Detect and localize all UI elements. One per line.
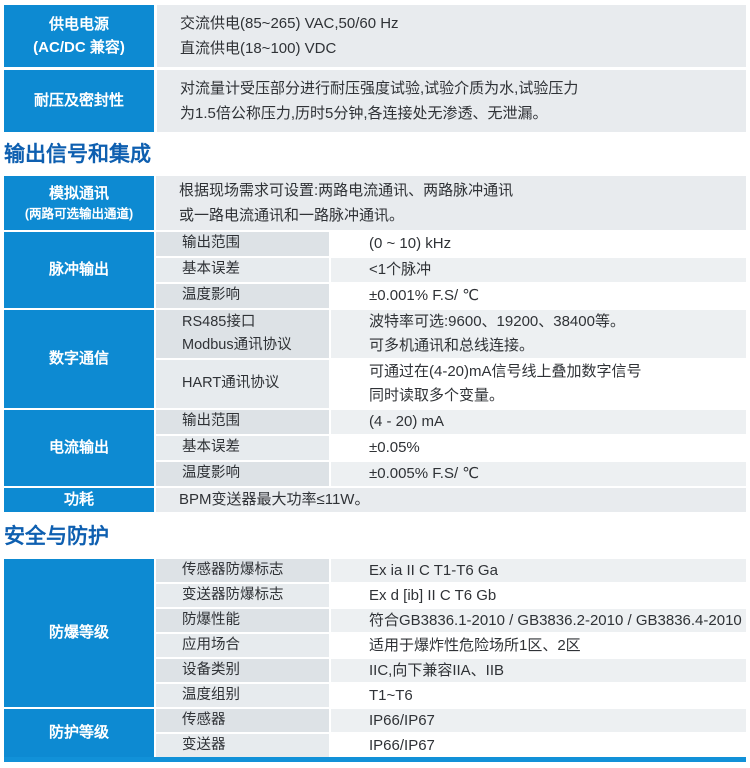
row-header-current-output: 电流输出 [4, 410, 154, 486]
param-label: 输出范围 [156, 232, 329, 256]
param-label: 基本误差 [156, 258, 329, 282]
param-value: ±0.001% F.S/ ℃ [331, 284, 746, 308]
row-header-line: 耐压及密封性 [33, 92, 124, 110]
spec-text-line: 根据现场需求可设置:两路电流通讯、两路脉冲通讯 [179, 181, 514, 199]
pressure-sealing-value: 对流量计受压部分进行耐压强度试验,试验介质为水,试验压力 为1.5倍公称压力,历… [157, 70, 746, 132]
row-header-line: (AC/DC 兼容) [33, 39, 125, 56]
row-header-pulse-output: 脉冲输出 [4, 232, 154, 308]
param-label: 温度影响 [156, 462, 329, 486]
param-value: ±0.05% [331, 436, 746, 460]
spec-text-line: 同时读取多个变量。 [369, 387, 505, 404]
param-value: 可通过在(4-20)mA信号线上叠加数字信号 同时读取多个变量。 [331, 360, 746, 408]
param-label-line: Modbus通讯协议 [182, 337, 292, 353]
param-value: (0 ~ 10) kHz [331, 232, 746, 256]
param-value: (4 - 20) mA [331, 410, 746, 434]
safety-protection-table: 防爆等级 传感器防爆标志 Ex ia II C T1-T6 Ga 变送器防爆标志… [4, 559, 746, 757]
row-header-line: 功耗 [63, 491, 94, 509]
param-label: RS485接口 Modbus通讯协议 [156, 310, 329, 358]
section-title-safety-protection: 安全与防护 [4, 525, 109, 548]
param-label-line: RS485接口 [182, 313, 256, 330]
spec-text-line: 交流供电(85~265) VAC,50/60 Hz [180, 14, 399, 32]
param-label: 基本误差 [156, 436, 329, 460]
analog-comm-value: 根据现场需求可设置:两路电流通讯、两路脉冲通讯 或一路电流通讯和一路脉冲通讯。 [156, 176, 746, 230]
output-signals-table: 模拟通讯 (两路可选输出通道) 根据现场需求可设置:两路电流通讯、两路脉冲通讯 … [4, 176, 746, 512]
row-header-line: 防爆等级 [48, 624, 109, 642]
spec-text-line: BPM变送器最大功率≤11W。 [179, 491, 370, 509]
param-label: 传感器防爆标志 [156, 559, 329, 582]
param-label: 变送器防爆标志 [156, 584, 329, 607]
row-header-analog-comm: 模拟通讯 (两路可选输出通道) [4, 176, 154, 230]
param-value: 符合GB3836.1-2010 / GB3836.2-2010 / GB3836… [331, 609, 746, 632]
row-header-subline: (两路可选输出通道) [24, 206, 134, 221]
param-value: IP66/IP67 [331, 709, 746, 732]
param-value: 适用于爆炸性危险场所1区、2区 [331, 634, 746, 657]
row-header-line: 数字通信 [48, 350, 109, 368]
param-value: 波特率可选:9600、19200、38400等。 可多机通讯和总线连接。 [331, 310, 746, 358]
row-header-line: 模拟通讯 [48, 184, 109, 202]
param-label: 输出范围 [156, 410, 329, 434]
row-header-pressure-sealing: 耐压及密封性 [4, 70, 154, 132]
param-value: ±0.005% F.S/ ℃ [331, 462, 746, 486]
spec-text-line: 可通过在(4-20)mA信号线上叠加数字信号 [369, 363, 642, 380]
row-header-digital-comm: 数字通信 [4, 310, 154, 408]
param-label: 设备类别 [156, 659, 329, 682]
param-value: IIC,向下兼容IIA、IIB [331, 659, 746, 682]
param-label: 温度影响 [156, 284, 329, 308]
row-header-power-supply: 供电电源 (AC/DC 兼容) [4, 5, 154, 67]
param-value: IP66/IP67 [331, 734, 746, 757]
section-title-output-signals: 输出信号和集成 [4, 143, 151, 166]
param-label: 应用场合 [156, 634, 329, 657]
power-supply-value: 交流供电(85~265) VAC,50/60 Hz 直流供电(18~100) V… [157, 5, 746, 67]
param-label: 传感器 [156, 709, 329, 732]
row-header-line: 脉冲输出 [48, 261, 109, 279]
power-spec-table: 供电电源 (AC/DC 兼容) 交流供电(85~265) VAC,50/60 H… [4, 5, 746, 132]
spec-text-line: 直流供电(18~100) VDC [180, 40, 337, 57]
param-label: HART通讯协议 [156, 360, 329, 408]
row-header-line: 供电电源 [48, 15, 109, 33]
param-label: 温度组别 [156, 684, 329, 707]
param-label-line: HART通讯协议 [182, 375, 280, 392]
row-header-power-consumption: 功耗 [4, 488, 154, 512]
spec-text-line: 或一路电流通讯和一路脉冲通讯。 [179, 207, 405, 224]
param-label: 变送器 [156, 734, 329, 757]
param-value: T1~T6 [331, 684, 746, 707]
param-label: 防爆性能 [156, 609, 329, 632]
spec-text-line: 为1.5倍公称压力,历时5分钟,各连接处无渗透、无泄漏。 [180, 105, 548, 122]
row-header-protection-grade: 防护等级 [4, 709, 154, 757]
param-value: Ex ia II C T1-T6 Ga [331, 559, 746, 582]
power-consumption-value: BPM变送器最大功率≤11W。 [156, 488, 746, 512]
param-value: <1个脉冲 [331, 258, 746, 282]
spec-text-line: 对流量计受压部分进行耐压强度试验,试验介质为水,试验压力 [180, 79, 579, 97]
spec-text-line: 可多机通讯和总线连接。 [369, 337, 535, 354]
row-header-line: 防护等级 [48, 724, 109, 742]
param-value: Ex d [ib] II C T6 Gb [331, 584, 746, 607]
row-header-explosion-proof-grade: 防爆等级 [4, 559, 154, 707]
row-header-line: 电流输出 [48, 439, 109, 457]
spec-text-line: 波特率可选:9600、19200、38400等。 [369, 313, 625, 330]
bottom-divider-bar [4, 757, 746, 762]
